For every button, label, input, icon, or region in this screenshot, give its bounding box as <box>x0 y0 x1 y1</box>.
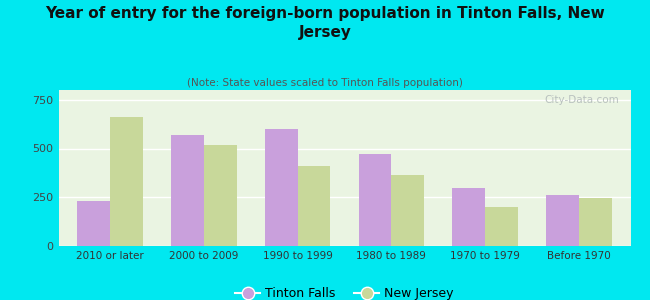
Bar <box>77 201 110 246</box>
Bar <box>171 135 204 246</box>
Bar <box>546 195 579 246</box>
Text: Year of entry for the foreign-born population in Tinton Falls, New
Jersey: Year of entry for the foreign-born popul… <box>45 6 605 40</box>
Bar <box>359 154 391 246</box>
Bar <box>204 145 237 246</box>
Text: City-Data.com: City-Data.com <box>544 95 619 105</box>
Bar <box>298 166 330 246</box>
Bar <box>579 198 612 246</box>
Bar <box>110 117 143 246</box>
Bar <box>452 188 485 246</box>
Bar <box>265 129 298 246</box>
Legend: Tinton Falls, New Jersey: Tinton Falls, New Jersey <box>230 282 459 300</box>
Bar <box>391 175 424 246</box>
Bar <box>485 207 518 246</box>
Text: (Note: State values scaled to Tinton Falls population): (Note: State values scaled to Tinton Fal… <box>187 78 463 88</box>
